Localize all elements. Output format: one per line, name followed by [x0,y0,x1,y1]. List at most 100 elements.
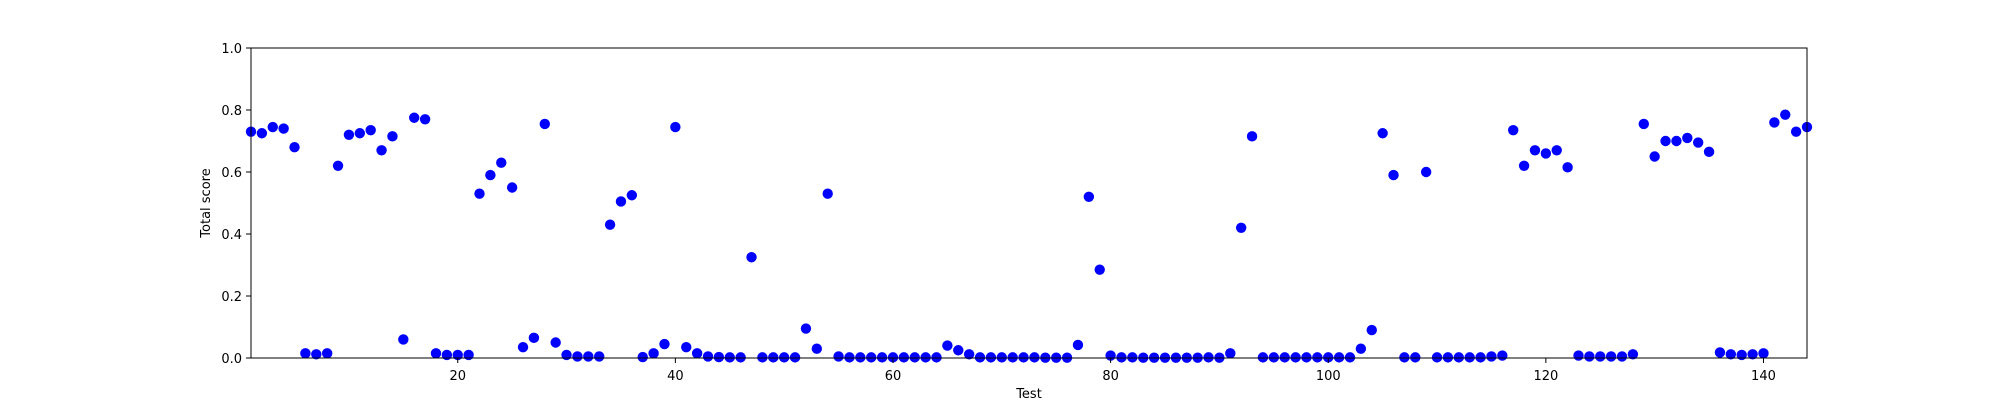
scatter-point [1399,352,1410,363]
scatter-point [452,349,463,361]
x-tick-label: 40 [667,369,684,384]
y-axis-ticks: 0.0 0.2 0.4 0.6 0.8 1.0 [221,42,251,367]
scatter-point [1007,352,1018,363]
scatter-point [702,351,714,362]
scatter-point [866,352,877,363]
scatter-point [1595,351,1606,362]
scatter-point [365,124,376,136]
scatter-point [1279,352,1290,363]
scatter-point [920,352,931,363]
scatter-point [1235,222,1247,233]
scatter-point [735,352,746,363]
scatter-point [1475,352,1486,363]
scatter-point [1682,132,1693,144]
scatter-point [985,352,997,363]
scatter-point [387,131,398,142]
scatter-point [855,352,866,363]
y-tick-label: 0.2 [221,290,242,305]
scatter-point [1605,351,1617,362]
scatter-point [1518,160,1530,171]
scatter-point [1377,128,1388,139]
scatter-point [909,352,920,363]
scatter-point [974,352,986,363]
scatter-point [1290,352,1301,363]
scatter-point [942,340,953,351]
scatter-point [1344,352,1356,363]
scatter-point [1312,352,1323,363]
scatter-point [659,338,670,350]
scatter-point [1410,352,1421,363]
scatter-point [267,121,278,133]
scatter-point [311,349,322,360]
scatter-point [1551,145,1562,156]
scatter-point [1323,352,1334,363]
scatter-point [1018,352,1029,363]
scatter-point [1736,349,1747,361]
scatter-point [409,112,420,123]
scatter-point [789,352,801,363]
scatter-point [1203,352,1214,363]
scatter-point [691,348,703,359]
scatter-point [670,121,681,133]
x-tick-label: 20 [449,369,466,384]
scatter-point [441,349,453,361]
scatter-point [1497,350,1508,361]
scatter-point [1725,349,1737,360]
scatter-point [996,352,1007,363]
scatter-point [1790,126,1802,137]
scatter-point [463,349,474,361]
scatter-point [1094,264,1105,275]
x-axis-label: Test [1015,387,1042,400]
scatter-point [539,118,550,130]
scatter-point [811,343,823,354]
scatter-point [1562,162,1573,173]
scatter-point [1257,352,1269,363]
scatter-point [1714,347,1726,358]
x-tick-label: 120 [1533,369,1558,384]
scatter-point [1780,109,1791,120]
scatter-point [626,190,638,201]
scatter-point [1649,151,1660,162]
scatter-point [528,332,540,344]
scatter-point [332,160,344,171]
scatter-point [1638,118,1649,130]
scatter-point [354,128,366,139]
scatter-point [1758,348,1769,359]
scatter-point [1246,131,1258,142]
data-points [245,109,1813,363]
scatter-point [713,351,725,363]
scatter-point [1486,351,1497,362]
scatter-point [1692,137,1704,148]
scatter-point [1355,343,1367,354]
scatter-point [474,188,485,199]
scatter-point [1616,351,1628,362]
scatter-point [887,352,899,363]
scatter-point [746,252,757,263]
scatter-point [1747,349,1758,360]
scatter-point [822,188,833,199]
scatter-point [1366,324,1377,336]
scatter-point [604,219,616,230]
scatter-point [506,182,518,193]
scatter-point [300,348,311,359]
scatter-point [1529,145,1541,156]
scatter-point [550,337,561,348]
scatter-point [1431,352,1443,363]
scatter-point [844,352,855,363]
scatter-point [1333,352,1345,363]
y-axis-label: Total score [199,168,214,238]
y-tick-label: 0.0 [221,352,242,367]
scatter-point [1627,349,1639,360]
scatter-point [430,348,442,359]
scatter-point [1540,148,1552,159]
y-tick-label: 0.6 [221,166,242,181]
scatter-point [778,352,790,363]
scatter-point [1301,352,1312,363]
scatter-point [1584,351,1595,362]
scatter-point [681,341,692,353]
scatter-point [648,348,659,359]
scatter-point [289,142,300,153]
scatter-point [1671,135,1682,147]
scatter-point [376,145,387,156]
